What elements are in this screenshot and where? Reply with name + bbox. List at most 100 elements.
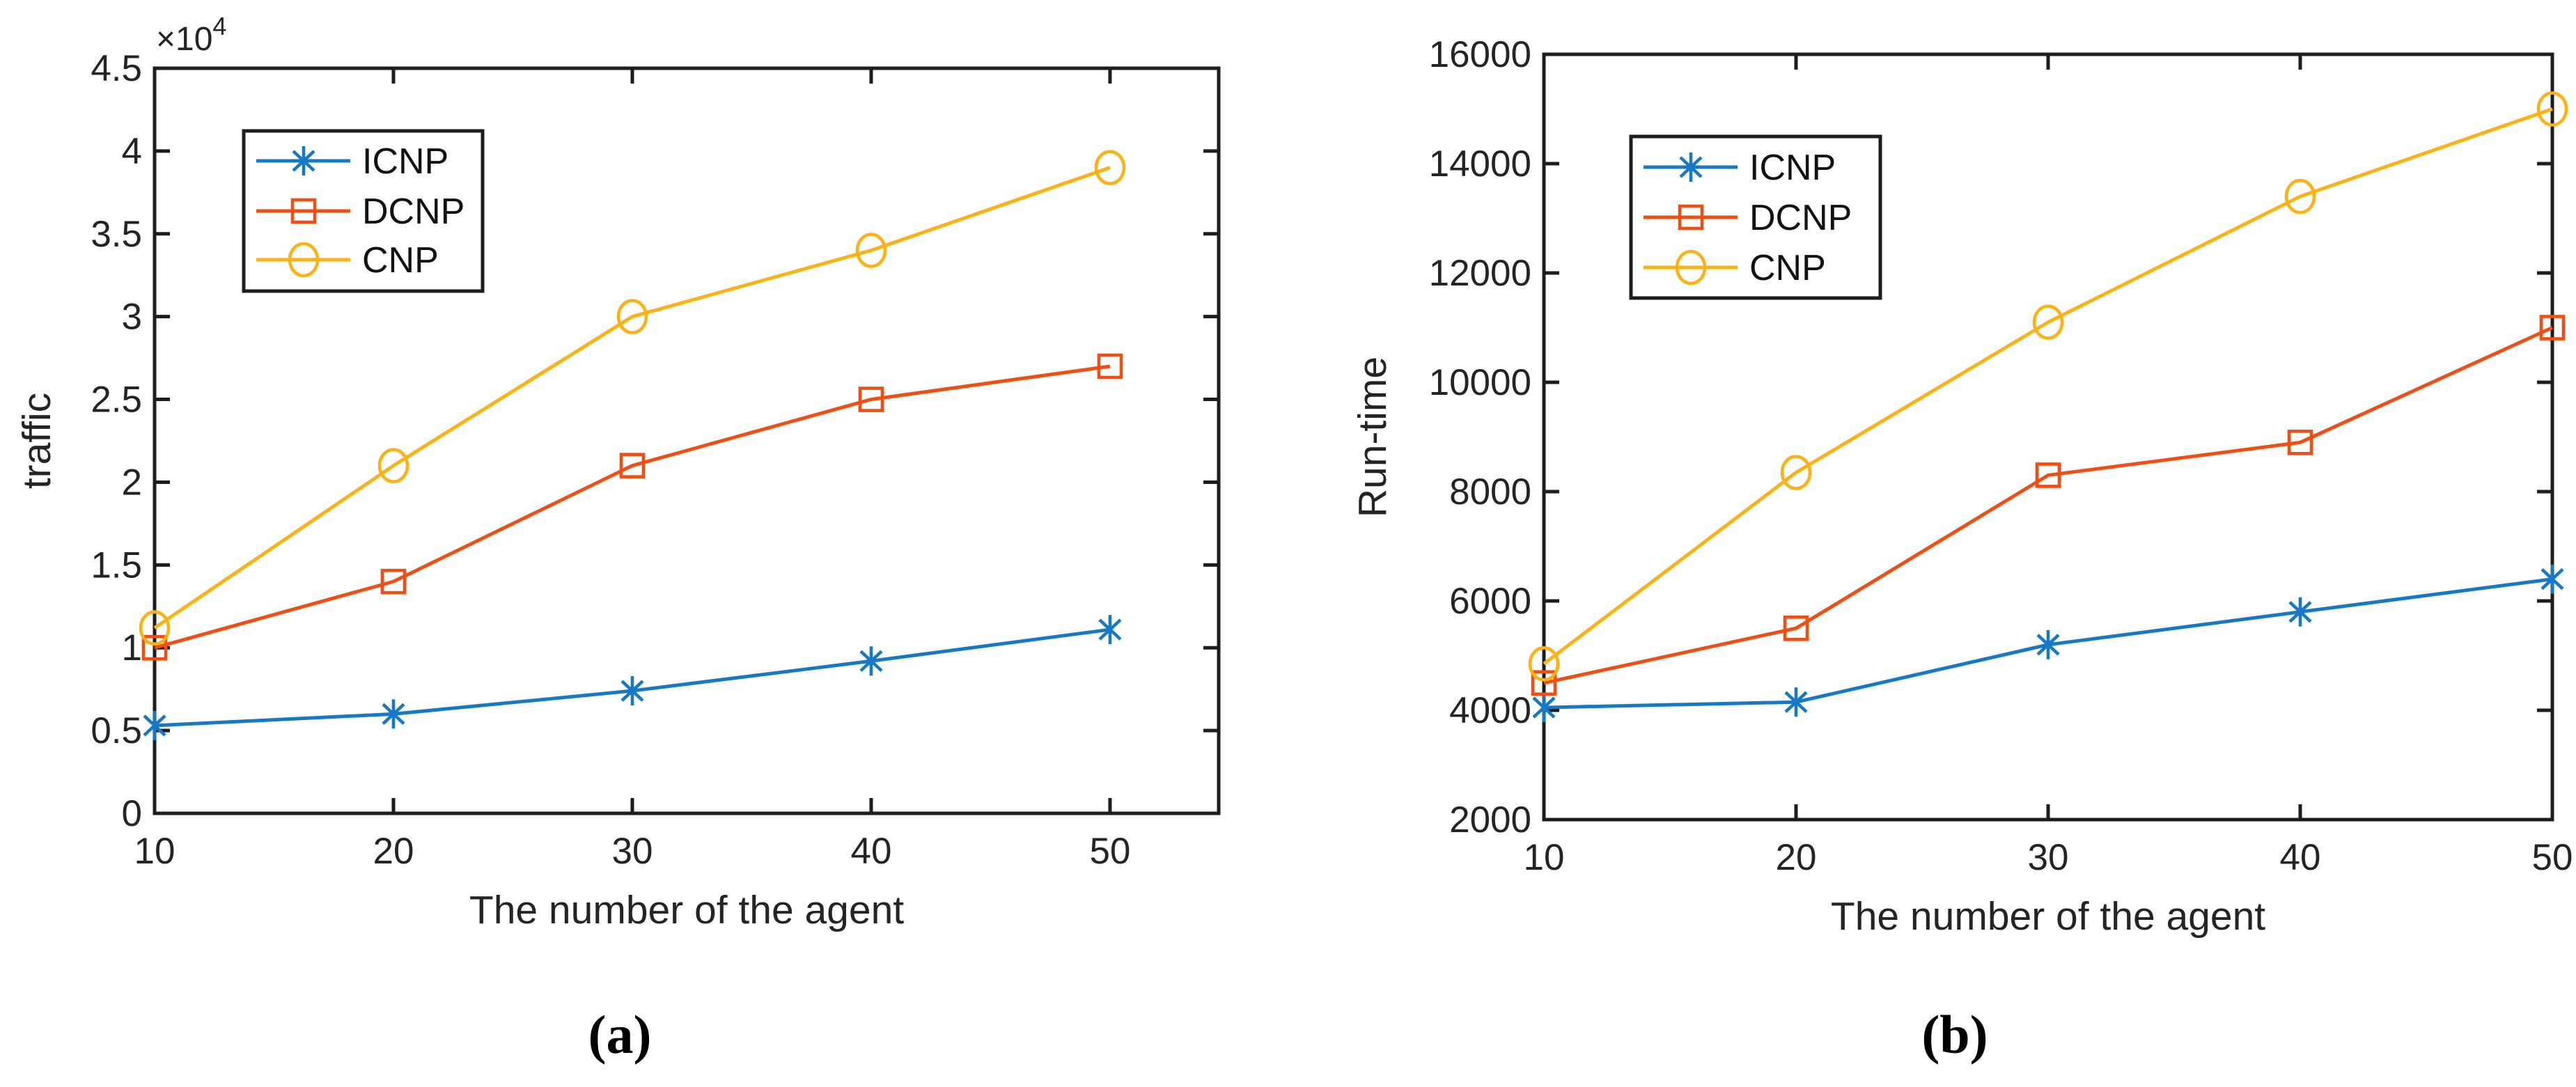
legend-entry-dcnp: DCNP [256,191,465,232]
marker-circle [2032,304,2064,340]
marker-circle [1094,150,1126,185]
y-tick-label: 4 [122,131,142,172]
x-tick-label: 30 [2028,837,2069,878]
marker-square [2287,430,2313,455]
x-tick-label: 20 [373,831,414,872]
y-tick-label: 14000 [1429,143,1531,185]
x-tick-label: 10 [134,831,175,872]
marker-circle [2536,91,2568,127]
x-tick-label: 20 [1776,837,1817,878]
x-axis-label: The number of the agent [1831,894,2265,939]
marker-square [141,634,168,661]
legend-box [242,129,485,293]
marker-asterisk [859,646,883,676]
legend-marker-circle [288,242,320,278]
legend-label: DCNP [362,191,465,232]
marker-asterisk [2540,564,2564,594]
marker-square [1783,615,1809,641]
x-tick-label: 50 [1089,831,1130,872]
y-tick-label: 16000 [1429,34,1531,75]
marker-square [2539,315,2566,341]
marker-asterisk [1098,615,1122,645]
legend-label: DCNP [1749,198,1852,238]
legend-label: CNP [1749,248,1826,288]
plot-box [153,66,1221,815]
chart-traffic: 10 20 30 40 50 0 0.5 1 1.5 2 2.5 3 3.5 4 4.5 ×104 The nu… [15,12,1221,932]
y-tick-label: 3.5 [91,214,142,255]
legend-entry-dcnp: DCNP [1644,198,1852,238]
caption-a: (a) [588,1004,652,1065]
legend-entry-cnp: CNP [1644,248,1826,288]
legend-label: ICNP [1749,148,1836,188]
marker-asterisk [620,676,644,706]
y-tick-label: 1.5 [91,545,142,586]
chart-runtime: 10 20 30 40 50 2000 4000 6000 8000 10000 12000 1400… [1350,34,2573,939]
series-icnp [143,615,1122,740]
marker-circle [139,610,171,646]
series-dcnp [141,353,1123,661]
marker-square [858,386,884,412]
y-tick-label: 3 [122,297,142,338]
series-cnp [139,150,1126,646]
y-tick-label: 2.5 [91,380,142,421]
marker-circle [1528,646,1560,682]
y-tick-label: 2 [122,462,142,503]
legend-label: CNP [362,240,439,281]
marker-asterisk [143,710,166,740]
marker-circle [616,299,648,334]
y-tick-label: 8000 [1449,471,1531,513]
marker-square [1531,670,1557,696]
series-line-dcnp [1543,326,2554,685]
series-line-dcnp [154,364,1111,650]
series-icnp [1532,564,2564,723]
x-tick-label: 50 [2532,837,2573,878]
series-line-cnp [153,166,1111,629]
legend-label: ICNP [362,141,448,182]
marker-square [380,568,407,595]
legend-box [1629,134,1882,300]
legend-entry-cnp: CNP [256,240,439,281]
x-tick-label: 10 [1524,837,1565,878]
y-tick-label: 1 [122,627,142,668]
series-cnp [1528,91,2568,682]
marker-asterisk [382,699,405,729]
caption-b: (b) [1921,1004,1988,1065]
series-line-cnp [1543,107,2553,666]
legend-marker-asterisk [1679,153,1703,182]
y-tick-label: 4.5 [91,48,142,89]
legend: ICNP DCNP CNP [1629,134,1882,300]
marker-circle [855,233,887,268]
legend-marker-circle [1675,249,1707,286]
legend-marker-asterisk [292,146,315,175]
marker-asterisk [1532,693,1556,723]
y-tick-label: 10000 [1429,362,1531,403]
legend-marker-square [1678,204,1704,230]
marker-asterisk [2288,597,2312,627]
y-tick-label: 0 [122,793,142,834]
marker-square [1097,353,1123,380]
x-tick-label: 40 [2280,837,2321,878]
series-dcnp [1531,315,2566,696]
y-tick-label: 0.5 [91,710,142,751]
legend-marker-square [290,198,317,224]
legend-entry-icnp: ICNP [256,141,448,182]
marker-circle [1780,455,1812,490]
y-axis-label: Run-time [1350,357,1395,517]
marker-circle [377,448,409,483]
x-axis-label: The number of the agent [469,888,904,932]
y-tick-label: 6000 [1449,581,1531,622]
y-tick-label: 4000 [1449,690,1531,731]
y-axis-label: traffic [15,393,59,489]
y-axis-offset-label: ×104 [156,12,226,58]
x-tick-label: 30 [611,831,653,872]
marker-circle [2284,178,2316,214]
marker-asterisk [2036,629,2060,659]
marker-asterisk [1784,687,1808,717]
legend-entry-icnp: ICNP [1644,148,1836,188]
y-tick-label: 2000 [1449,799,1531,840]
marker-square [2035,462,2061,488]
y-tick-label: 12000 [1429,253,1531,294]
marker-square [619,453,646,478]
